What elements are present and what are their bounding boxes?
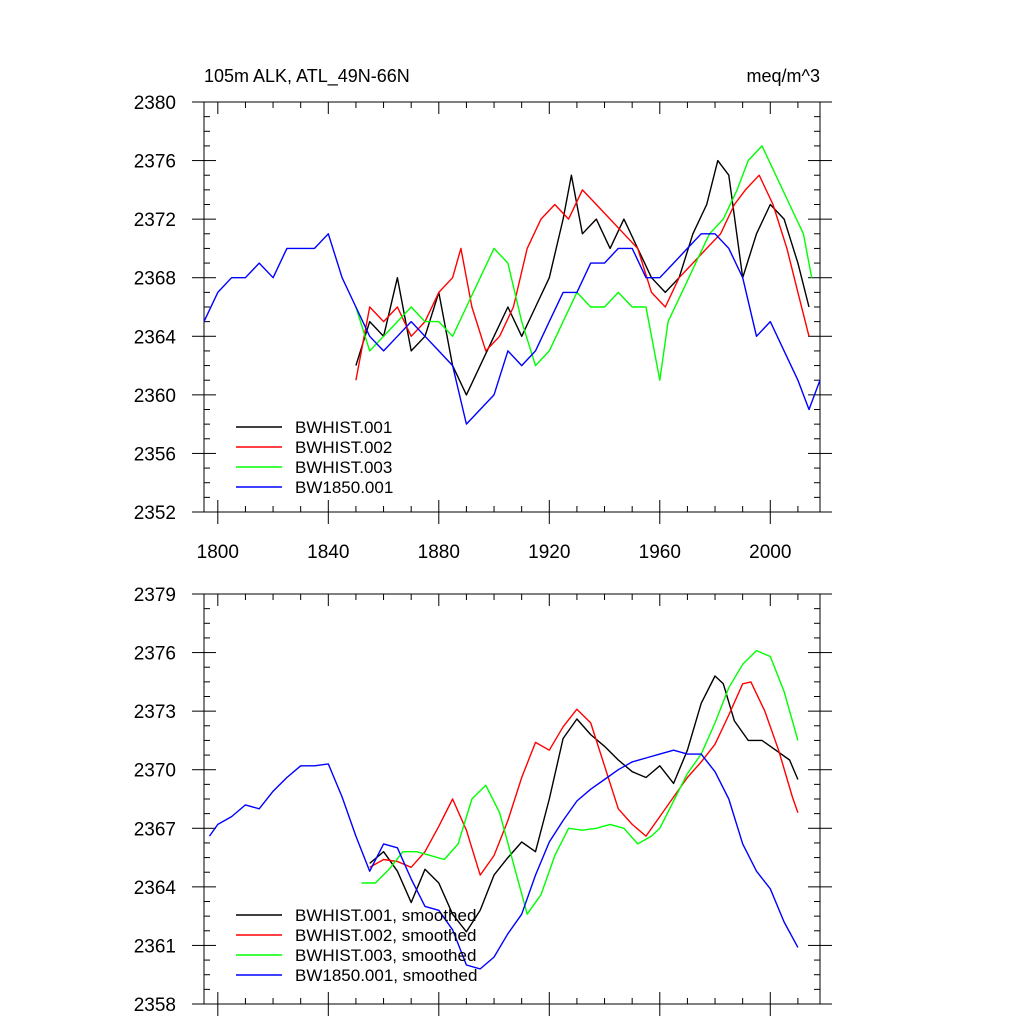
legend-label: BWHIST.001 — [295, 418, 392, 437]
x-tick-label: 2000 — [749, 542, 791, 563]
y-tick-label: 2379 — [134, 585, 176, 606]
y-tick-label: 2372 — [134, 210, 176, 231]
legend-label: BWHIST.003 — [295, 458, 392, 477]
legend-label: BW1850.001, smoothed — [295, 966, 477, 985]
y-tick-label: 2373 — [134, 702, 176, 723]
y-tick-label: 2360 — [134, 386, 176, 407]
y-tick-label: 2370 — [134, 761, 176, 782]
x-tick-label: 1840 — [307, 542, 349, 563]
x-tick-label: 1920 — [528, 542, 570, 563]
series-line — [208, 749, 799, 970]
y-tick-label: 2358 — [134, 995, 176, 1016]
axes-top: 1800 1840 1880 1920 1960 2000 2352 2356 2360 2364… — [134, 93, 832, 563]
legend-label: BWHIST.002 — [295, 438, 392, 457]
series-line — [355, 145, 813, 381]
y-tick-label: 2364 — [134, 878, 177, 899]
series-lines-top — [203, 145, 821, 425]
axes-bottom: 2358 2361 2364 2367 2370 2373 2376 2379 — [134, 585, 832, 1016]
top-chart-panel: 105m ALK, ATL_49N-66N meq/m^3 1800 1840 18… — [134, 66, 832, 563]
y-tick-label: 2352 — [134, 503, 176, 524]
y-tick-label: 2376 — [134, 152, 176, 173]
y-tick-label: 2367 — [134, 819, 176, 840]
y-tick-label: 2364 — [134, 327, 177, 348]
legend-label: BWHIST.003, smoothed — [295, 946, 476, 965]
y-tick-label: 2368 — [134, 269, 176, 290]
series-lines-bottom — [208, 649, 799, 970]
legend-label: BWHIST.002, smoothed — [295, 926, 476, 945]
series-line — [355, 174, 810, 381]
bottom-chart-panel: 2358 2361 2364 2367 2370 2373 2376 2379 BWHIST.… — [134, 585, 832, 1016]
series-line — [369, 675, 799, 933]
x-tick-label: 1800 — [197, 542, 239, 563]
y-tick-label: 2356 — [134, 444, 176, 465]
y-tick-label: 2361 — [134, 936, 176, 957]
chart-title-right: meq/m^3 — [747, 66, 820, 86]
series-line — [203, 233, 821, 425]
legend-label: BWHIST.001, smoothed — [295, 906, 476, 925]
legend-label: BW1850.001 — [295, 478, 393, 497]
y-tick-label: 2380 — [134, 93, 176, 114]
y-tick-label: 2376 — [134, 644, 176, 665]
series-line — [369, 681, 799, 876]
chart-title-left: 105m ALK, ATL_49N-66N — [204, 66, 410, 87]
series-line — [361, 649, 799, 915]
series-line — [355, 159, 810, 396]
x-tick-label: 1880 — [418, 542, 460, 563]
x-tick-label: 1960 — [639, 542, 681, 563]
